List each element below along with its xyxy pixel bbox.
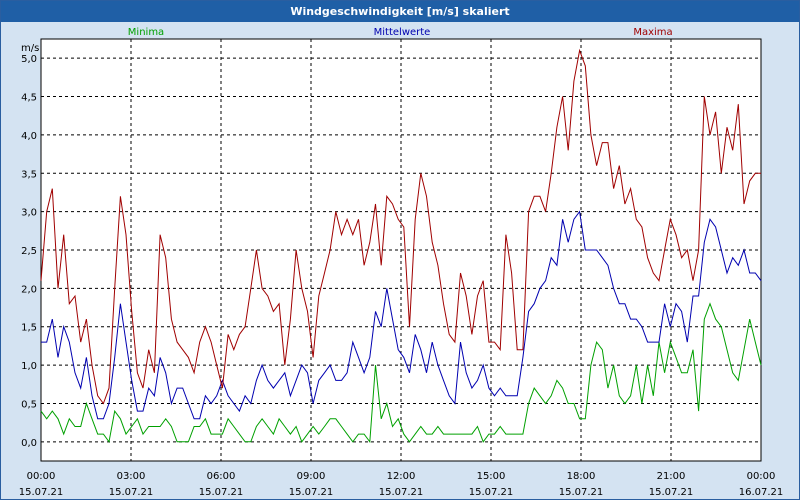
x-axis-ticks: 00:00 15.07.21 03:00 15.07.21 06:00 15.07.21 0… — [19, 471, 784, 498]
y-axis-label: m/s — [21, 43, 39, 54]
grid-lines — [41, 39, 761, 461]
y-tick-label: 2,5 — [21, 246, 37, 257]
series-line-maxima — [40, 48, 761, 405]
x-tick-time: 09:00 — [297, 471, 326, 482]
y-tick-label: 3,5 — [21, 169, 37, 180]
series-line-mittelwerte — [41, 210, 762, 420]
y-tick-label: 1,0 — [21, 361, 37, 372]
y-tick-label: 3,0 — [21, 208, 37, 219]
y-tick-label: 5,0 — [21, 54, 37, 65]
x-tick-time: 06:00 — [207, 471, 236, 482]
x-tick-date: 15.07.21 — [649, 487, 694, 498]
x-tick-time: 15:00 — [477, 471, 506, 482]
y-tick-label: 1,5 — [21, 323, 37, 334]
y-tick-label: 2,0 — [21, 284, 37, 295]
y-axis-ticks: 0,0 0,5 1,0 1,5 2,0 2,5 3,0 3,5 4,0 4,5 5,0 — [21, 54, 37, 449]
x-tick-date: 15.07.21 — [289, 487, 334, 498]
y-tick-label: 0,5 — [21, 399, 37, 410]
chart-title: Windgeschwindigkeit [m/s] skaliert — [1, 1, 799, 22]
x-tick-time: 21:00 — [657, 471, 686, 482]
legend-maxima: Maxima — [633, 27, 672, 38]
y-tick-label: 0,0 — [21, 438, 37, 449]
x-tick-date: 16.07.21 — [739, 487, 784, 498]
x-tick-time: 00:00 — [27, 471, 56, 482]
x-tick-date: 15.07.21 — [19, 487, 64, 498]
x-tick-date: 15.07.21 — [379, 487, 424, 498]
x-tick-time: 18:00 — [567, 471, 596, 482]
x-tick-date: 15.07.21 — [469, 487, 514, 498]
x-tick-time: 03:00 — [117, 471, 146, 482]
series-line-minima — [40, 302, 762, 444]
legend-mittelwerte: Mittelwerte — [374, 27, 431, 38]
legend-minima: Minima — [128, 27, 164, 38]
series-lines — [40, 48, 762, 444]
x-tick-time: 12:00 — [387, 471, 416, 482]
y-tick-label: 4,0 — [21, 131, 37, 142]
x-tick-date: 15.07.21 — [199, 487, 244, 498]
y-tick-label: 4,5 — [21, 93, 37, 104]
x-tick-date: 15.07.21 — [559, 487, 604, 498]
x-tick-date: 15.07.21 — [109, 487, 154, 498]
x-tick-time: 00:00 — [747, 471, 776, 482]
